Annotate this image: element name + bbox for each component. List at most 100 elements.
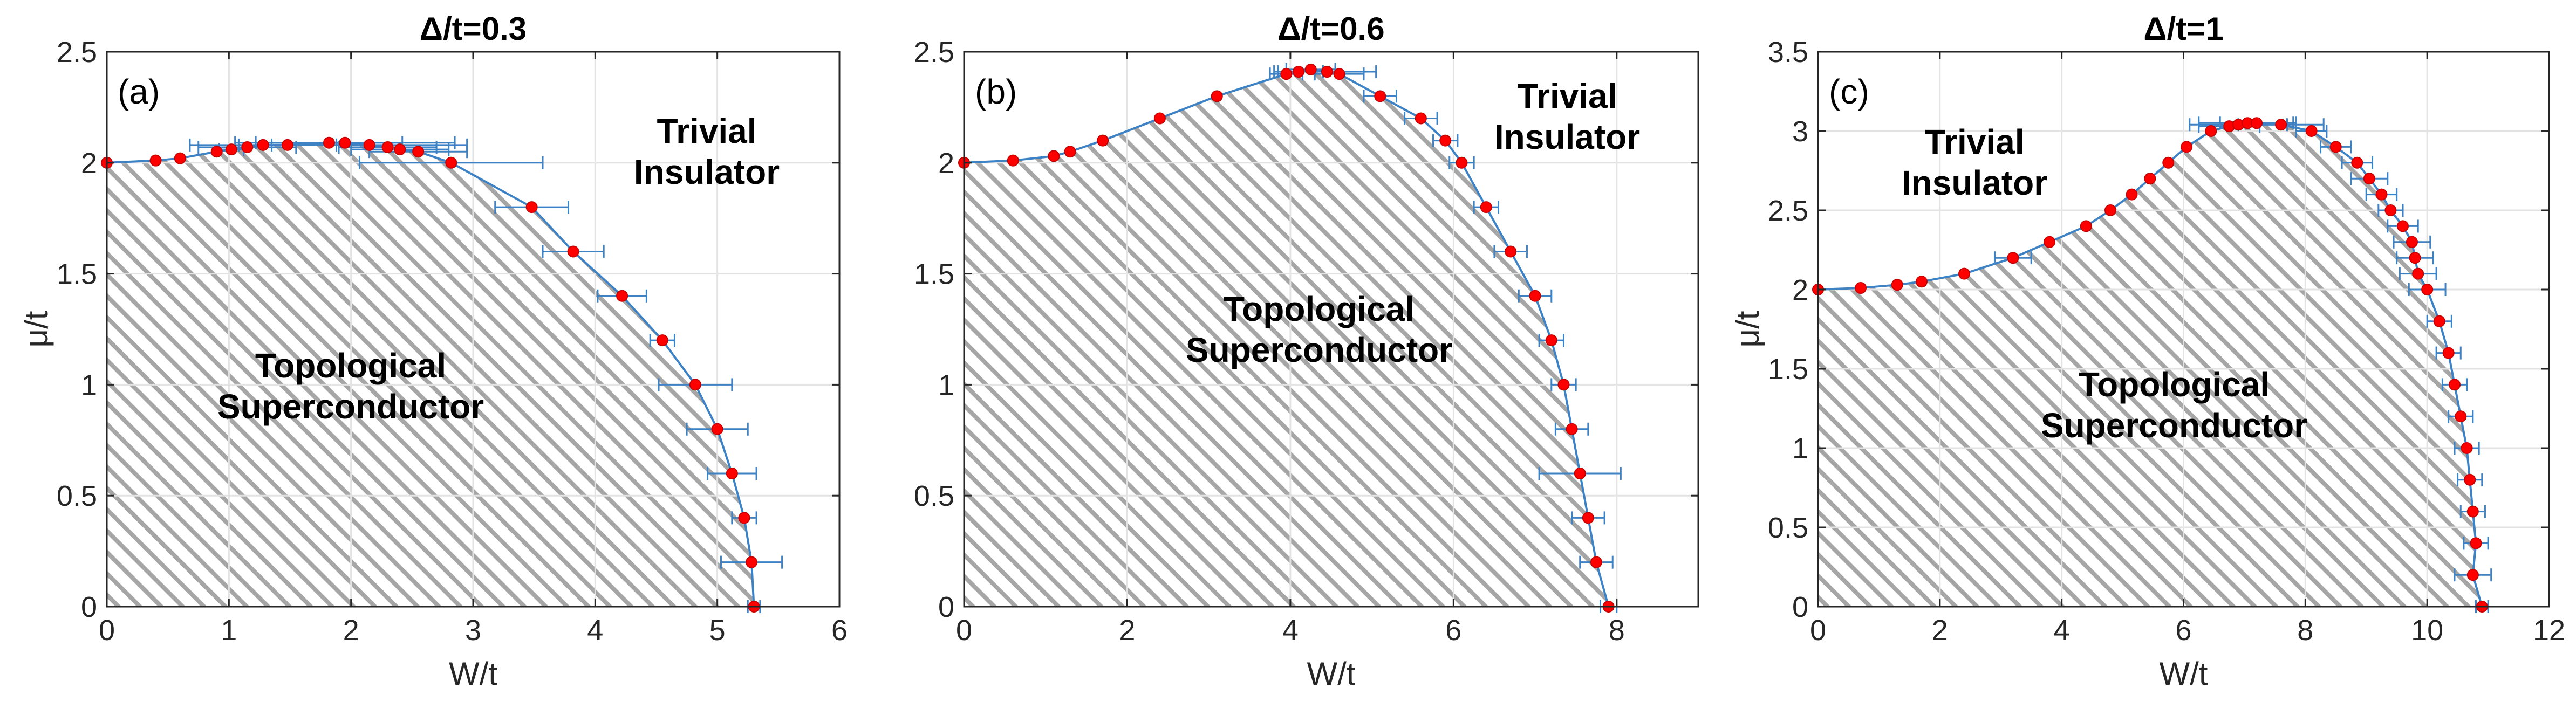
data-point [2181,141,2193,153]
data-point [2466,569,2479,581]
data-point [2448,379,2461,391]
data-point [1958,267,1970,280]
data-point [525,201,538,214]
data-point [1505,245,1517,258]
data-point [2375,188,2388,201]
y-tick-label: 1 [938,369,954,401]
data-point [2205,125,2217,137]
y-tick-label: 3.5 [1768,36,1808,68]
data-point [2421,284,2434,295]
y-tick-label: 2.5 [1768,195,1808,227]
y-tick-label: 1.5 [1768,353,1808,386]
x-axis-label: W/t [2160,656,2208,692]
data-point [1333,68,1345,80]
x-tick-label: 6 [1445,614,1461,647]
data-point [1064,146,1076,158]
y-tick-label: 1 [81,369,97,401]
data-point [2080,220,2092,232]
data-point [1211,90,1223,102]
data-point [2397,220,2409,232]
data-point [1456,156,1468,169]
y-tick-label: 0.5 [57,480,97,512]
data-point [2433,315,2445,327]
data-point [1582,512,1594,524]
data-point [1293,66,1305,78]
data-point [2126,188,2138,201]
chart-title: Δ/t=1 [2143,11,2223,47]
phase-boundary-line [1817,122,2483,607]
x-tick-label: 0 [99,614,115,647]
x-axis-label: W/t [449,656,497,692]
data-point [1280,68,1293,80]
data-point [1048,150,1060,162]
data-point [1415,112,1427,125]
data-point [1557,379,1570,391]
panel-label: (b) [975,72,1017,111]
data-point [1590,556,1602,568]
y-tick-label: 1 [1792,432,1808,465]
topological-region-hatch [1818,123,2482,607]
data-point [1321,66,1333,78]
data-point [225,143,237,156]
x-tick-label: 2 [1932,614,1948,647]
region-label-trivial: Trivial [1925,122,2025,161]
data-point [2007,252,2019,264]
data-point [1545,334,1557,347]
region-label-topological: Superconductor [1186,331,1452,369]
x-tick-label: 12 [2533,614,2565,647]
data-point [2351,156,2363,169]
x-tick-label: 4 [1282,614,1299,647]
data-point [1153,112,1166,125]
data-point [2363,173,2375,185]
data-point [1566,423,1578,435]
data-point [394,143,406,156]
x-tick-label: 5 [709,614,726,647]
y-tick-label: 2.5 [57,36,97,68]
region-label-trivial: Insulator [634,153,780,191]
data-point [2275,119,2287,131]
chart-panel-a: 0 1 2 3 4 5 6 0 0.5 1 1.5 2 2.5 W/t μ/t Δ/t=0.3 (a) Topol… [18,11,848,692]
data-point [1529,290,1541,302]
x-axis-label: W/t [1307,656,1356,692]
data-point [2144,173,2156,185]
data-point [2162,156,2175,169]
data-point [381,141,394,153]
data-point [2044,236,2056,248]
x-tick-label: 6 [2175,614,2191,647]
data-point [1574,468,1586,480]
y-tick-label: 1.5 [914,258,954,291]
x-tick-label: 6 [831,614,848,647]
data-point [339,136,351,149]
data-point [257,139,269,151]
data-point [2464,473,2476,486]
y-tick-label: 0 [1792,591,1808,623]
region-label-topological: Topological [255,346,446,385]
data-point [2466,505,2479,518]
y-tick-label: 0 [81,591,97,623]
region-label-topological: Topological [2079,365,2270,404]
x-tick-label: 4 [587,614,603,647]
region-label-topological: Superconductor [217,387,484,426]
data-point [363,139,375,151]
data-point [1915,276,1928,288]
x-tick-label: 2 [1119,614,1135,647]
y-tick-label: 1.5 [57,258,97,291]
data-point [567,245,579,258]
y-axis-label: μ/t [1730,311,1766,347]
data-point [1374,90,1386,102]
data-point [2305,125,2318,137]
x-tick-label: 1 [221,614,237,647]
data-point [738,512,750,524]
data-point [2251,117,2263,129]
phase-boundary-line [964,68,1610,607]
data-point [2442,347,2455,359]
data-point [149,154,162,167]
data-point [711,423,723,435]
y-tick-label: 0 [938,591,954,623]
region-label-trivial: Insulator [1494,118,1640,156]
data-point [1439,134,1452,147]
data-point [2461,442,2473,454]
data-point [210,146,223,158]
y-axis-label: μ/t [18,311,54,347]
